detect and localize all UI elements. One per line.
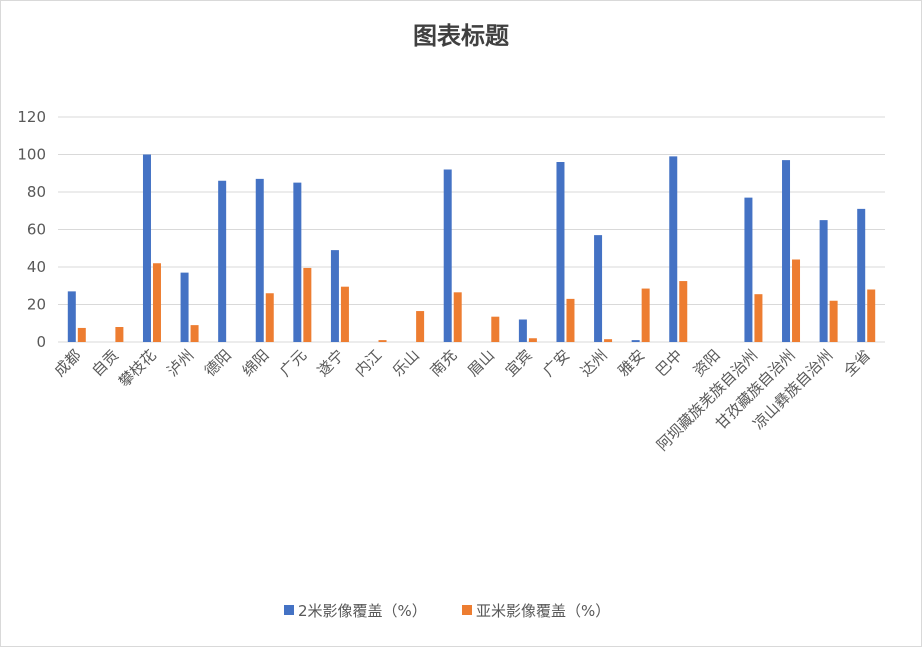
bar-submeter-coverage [867, 289, 876, 342]
bar-submeter-coverage [604, 339, 613, 342]
legend-swatch [462, 605, 472, 615]
bar-2m-coverage [180, 272, 189, 342]
legend-label: 2米影像覆盖（%） [298, 602, 427, 620]
y-tick-label: 120 [17, 108, 46, 126]
x-tick-label: 广安 [539, 346, 573, 380]
x-tick-label: 雅安 [615, 346, 649, 380]
x-tick-label: 广元 [276, 346, 310, 380]
bar-submeter-coverage [641, 288, 650, 342]
bar-submeter-coverage [528, 338, 537, 342]
bar-submeter-coverage [491, 316, 500, 342]
y-axis: 0 20 40 60 80 100 120 [17, 108, 46, 351]
bar-2m-coverage [293, 182, 302, 342]
y-tick-label: 80 [27, 183, 46, 201]
bar-2m-coverage [443, 169, 452, 342]
x-tick-label: 乐山 [389, 346, 423, 380]
bar-submeter-coverage [378, 340, 387, 342]
x-tick-label: 全省 [840, 346, 874, 380]
x-tick-label: 遂宁 [314, 346, 348, 380]
legend-swatch [284, 605, 294, 615]
x-tick-label: 攀枝花 [115, 346, 160, 391]
x-tick-label: 巴中 [652, 346, 686, 380]
bar-2m-coverage [744, 197, 753, 342]
x-tick-label: 泸州 [163, 346, 197, 380]
bar-2m-coverage [857, 208, 866, 342]
x-tick-label: 达州 [577, 346, 611, 380]
bar-submeter-coverage [792, 259, 801, 342]
bar-2m-coverage [819, 220, 828, 342]
bar-2m-coverage [669, 156, 678, 342]
bar-submeter-coverage [190, 325, 199, 342]
bar-2m-coverage [330, 250, 339, 342]
y-tick-label: 100 [17, 146, 46, 164]
bar-submeter-coverage [453, 292, 462, 342]
bar-submeter-coverage [152, 263, 161, 342]
y-tick-label: 60 [27, 221, 46, 239]
x-tick-label: 南充 [427, 346, 461, 380]
bar-submeter-coverage [77, 327, 86, 342]
y-tick-label: 20 [27, 296, 46, 314]
bar-submeter-coverage [265, 293, 274, 342]
bar-submeter-coverage [829, 300, 838, 342]
legend: 2米影像覆盖（%） 亚米影像覆盖（%） [284, 602, 610, 620]
y-tick-label: 40 [27, 258, 46, 276]
bar-2m-coverage [518, 319, 527, 342]
x-tick-label: 眉山 [464, 346, 498, 380]
bar-2m-coverage [142, 154, 151, 342]
x-tick-label: 绵阳 [239, 346, 273, 380]
bar-2m-coverage [255, 178, 264, 342]
bar-2m-coverage [556, 162, 565, 342]
bar-submeter-coverage [416, 311, 425, 342]
legend-label: 亚米影像覆盖（%） [476, 602, 610, 620]
x-tick-label: 宜宾 [502, 346, 536, 380]
x-tick-label: 成都 [51, 346, 85, 380]
bar-2m-coverage [594, 235, 603, 342]
bar-submeter-coverage [340, 286, 349, 342]
x-tick-label: 德阳 [201, 346, 235, 380]
y-tick-label: 0 [36, 333, 46, 351]
bar-submeter-coverage [566, 298, 575, 342]
chart-title: 图表标题 [413, 22, 509, 50]
bar-submeter-coverage [115, 327, 124, 342]
bar-2m-coverage [782, 160, 791, 342]
bar-submeter-coverage [754, 294, 763, 342]
bar-submeter-coverage [679, 281, 688, 342]
x-tick-label: 内江 [351, 346, 385, 380]
bar-submeter-coverage [303, 267, 312, 342]
bars [67, 154, 876, 342]
bar-2m-coverage [218, 180, 227, 342]
bar-2m-coverage [67, 291, 76, 342]
bar-2m-coverage [631, 340, 640, 342]
